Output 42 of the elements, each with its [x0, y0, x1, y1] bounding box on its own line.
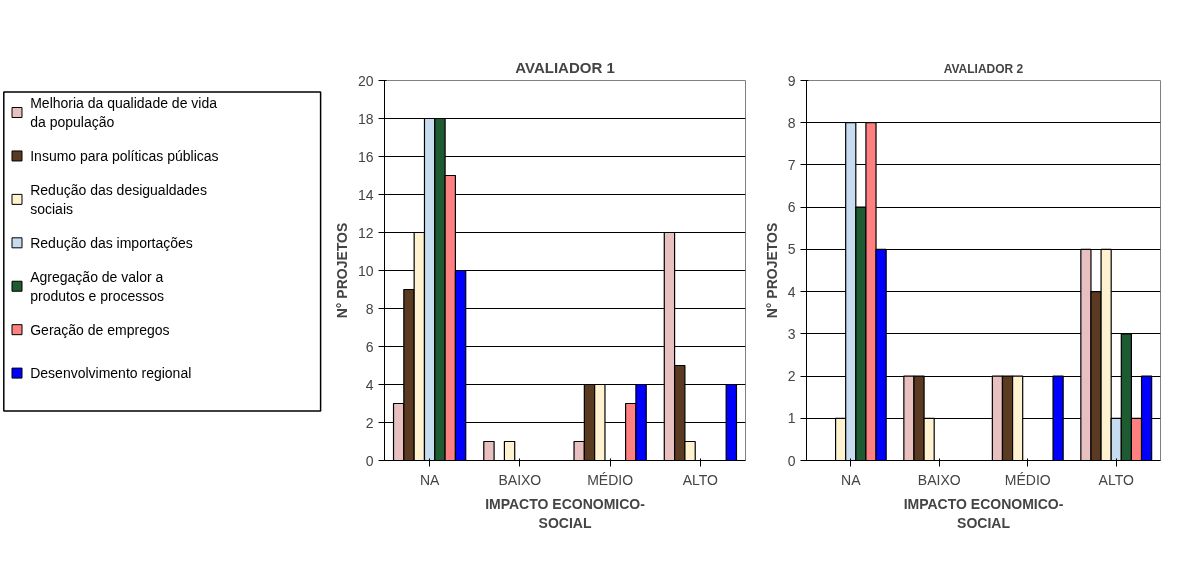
- x-tick-label: BAIXO: [498, 471, 542, 488]
- x-tick-label: NA: [419, 471, 441, 488]
- y-tick-label: 1: [787, 410, 796, 427]
- y-tick-label: 6: [365, 338, 374, 355]
- x-tick-label: MÉDIO: [587, 471, 634, 488]
- y-tick-label: 2: [787, 368, 796, 385]
- legend-label: Redução das importações: [30, 234, 193, 251]
- y-tick-label: 7: [787, 156, 796, 173]
- y-tick-label: 0: [787, 452, 796, 469]
- y-tick-label: 0: [365, 452, 374, 469]
- y-tick-label: 8: [365, 300, 374, 317]
- legend-label: Geração de empregos: [30, 321, 170, 338]
- y-tick-label: 4: [365, 376, 374, 393]
- y-tick-label: 2: [365, 414, 374, 431]
- y-tick-label: 8: [787, 114, 796, 131]
- y-tick-label: 16: [357, 148, 374, 165]
- x-tick-label: MÉDIO: [1004, 471, 1051, 488]
- y-tick-label: 20: [357, 72, 374, 89]
- y-tick-label: 3: [787, 325, 796, 342]
- legend-label: Insumo para políticas públicas: [30, 147, 219, 164]
- legend-label: Melhoria da qualidade de vida da população: [30, 94, 218, 131]
- legend-label: Redução das desigualdades sociais: [30, 181, 207, 217]
- x-axis-title: IMPACTO ECONOMICO- SOCIAL: [485, 495, 646, 531]
- y-tick-label: 14: [357, 186, 374, 203]
- chart-title: AVALIADOR 1: [515, 58, 615, 76]
- y-tick-label: 5: [787, 241, 796, 258]
- x-axis-title: IMPACTO ECONOMICO- SOCIAL: [903, 495, 1064, 531]
- y-tick-label: 4: [787, 283, 796, 300]
- y-axis-title: N° PROJETOS: [763, 222, 780, 319]
- y-tick-label: 6: [787, 199, 796, 216]
- x-tick-label: NA: [841, 471, 862, 488]
- chart-title: AVALIADOR 2: [943, 61, 1024, 76]
- x-tick-label: ALTO: [1098, 471, 1134, 488]
- y-tick-label: 12: [357, 224, 374, 241]
- x-tick-label: ALTO: [682, 471, 719, 488]
- y-axis-title: N° PROJETOS: [333, 222, 350, 319]
- y-tick-label: 10: [357, 262, 374, 279]
- y-tick-label: 9: [787, 72, 796, 89]
- legend-label: Agregação de valor a produtos e processos: [30, 268, 165, 304]
- legend-label: Desenvolvimento regional: [30, 365, 192, 382]
- x-tick-label: BAIXO: [917, 471, 961, 488]
- y-tick-label: 18: [357, 110, 374, 127]
